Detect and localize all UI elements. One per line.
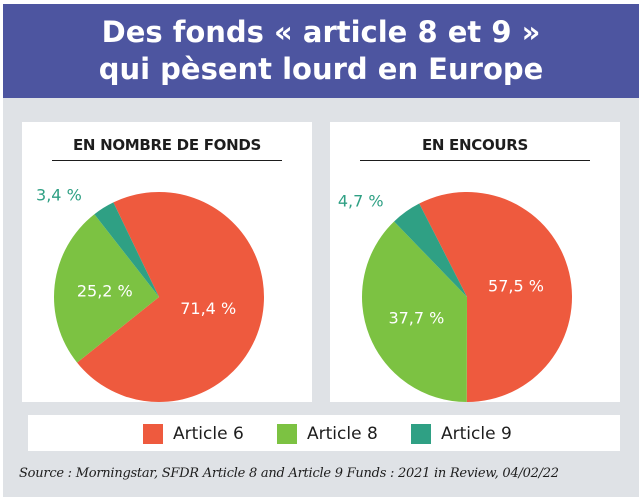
data-label-article-6: 57,5 % xyxy=(488,276,544,295)
title-line-1: Des fonds « article 8 et 9 » xyxy=(101,15,541,49)
source-note: Source : Morningstar, SFDR Article 8 and… xyxy=(19,466,559,481)
legend-swatch-article-8 xyxy=(277,424,297,444)
pie-slice-article-6 xyxy=(77,191,264,402)
data-label-article-8: 25,2 % xyxy=(77,282,133,301)
legend-label-article-8: Article 8 xyxy=(307,424,378,444)
pie-chart-nombre-fonds: 71,4 % 25,2 % 3,4 % xyxy=(36,186,264,402)
data-label-article-6: 71,4 % xyxy=(180,299,236,318)
pie-slice-article-9 xyxy=(94,202,159,297)
title-underline xyxy=(52,160,282,161)
legend-label-article-6: Article 6 xyxy=(173,424,244,444)
legend-swatch-article-9 xyxy=(411,424,431,444)
legend-label-article-9: Article 9 xyxy=(441,424,512,444)
data-label-article-9: 3,4 % xyxy=(36,186,82,205)
title-line-2: qui pèsent lourd en Europe xyxy=(98,52,544,86)
pie-chart-encours: 57,5 % 37,7 % 4,7 % xyxy=(338,191,572,402)
pie-slice-article-8 xyxy=(54,214,159,363)
pie-slice-article-6 xyxy=(419,192,572,402)
pie-slice-article-8 xyxy=(361,221,467,402)
data-label-article-8: 37,7 % xyxy=(388,308,444,327)
legend: Article 6 Article 8 Article 9 xyxy=(28,415,620,451)
legend-swatch-article-6 xyxy=(143,424,163,444)
header-banner: Des fonds « article 8 et 9 » qui pèsent … xyxy=(3,4,639,98)
data-label-article-9: 4,7 % xyxy=(338,191,384,210)
pie-title-encours: EN ENCOURS xyxy=(421,136,529,154)
pie-slice-article-9 xyxy=(394,203,467,297)
pie-title-nombre-fonds: EN NOMBRE DE FONDS xyxy=(72,136,262,154)
pie-panel-encours: EN ENCOURS 57,5 % 37,7 % 4,7 % xyxy=(330,122,620,402)
title-underline xyxy=(360,160,590,161)
infographic-frame: Des fonds « article 8 et 9 » qui pèsent … xyxy=(3,4,639,497)
pie-panel-nombre-fonds: EN NOMBRE DE FONDS 71,4 % 25,2 % 3,4 % xyxy=(22,122,312,402)
